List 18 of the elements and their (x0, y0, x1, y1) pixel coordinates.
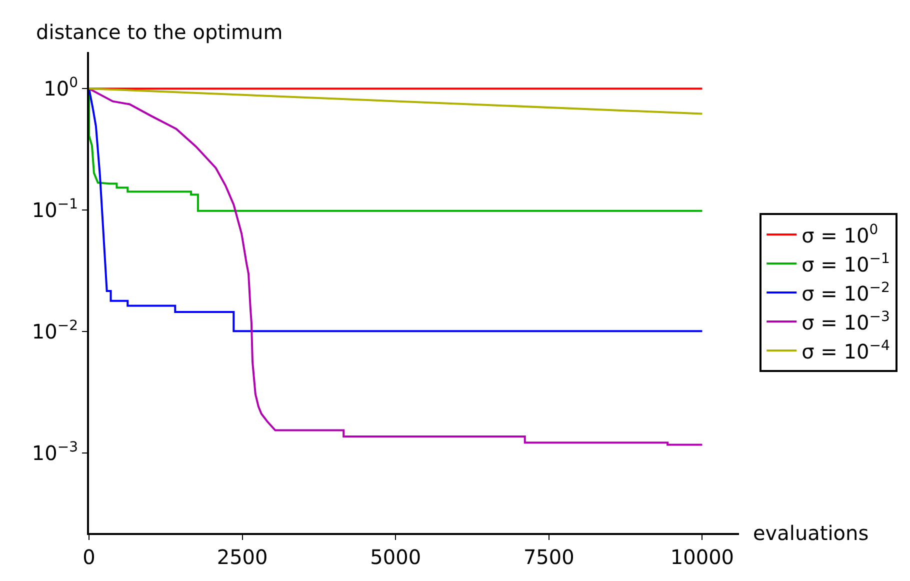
x-tick-label: 2500 (216, 545, 268, 569)
line-series (89, 88, 704, 332)
legend-label: σ = 10$^{−3}$ (802, 308, 890, 334)
x-tick-label: 10000 (670, 545, 734, 569)
x-tick-label: 0 (82, 545, 96, 569)
legend-label: σ = 10$^{−2}$ (802, 280, 890, 306)
legend-label: σ = 10$^{−1}$ (802, 250, 890, 276)
line-series (89, 88, 704, 446)
x-tick-label: 5000 (370, 545, 422, 569)
y-tick-label: 10$^{−2}$ (32, 318, 78, 344)
legend-label: σ = 10$^{0}$ (802, 222, 878, 248)
legend-label: σ = 10$^{−4}$ (802, 338, 890, 364)
y-axis-title: distance to the optimum (36, 20, 283, 44)
y-tick-label: 10$^{0}$ (44, 75, 78, 101)
x-tick-label: 7500 (523, 545, 574, 569)
y-tick-label: 10$^{−1}$ (32, 196, 78, 222)
x-axis-title: evaluations (753, 521, 869, 545)
y-tick-label: 10$^{−3}$ (32, 440, 78, 466)
